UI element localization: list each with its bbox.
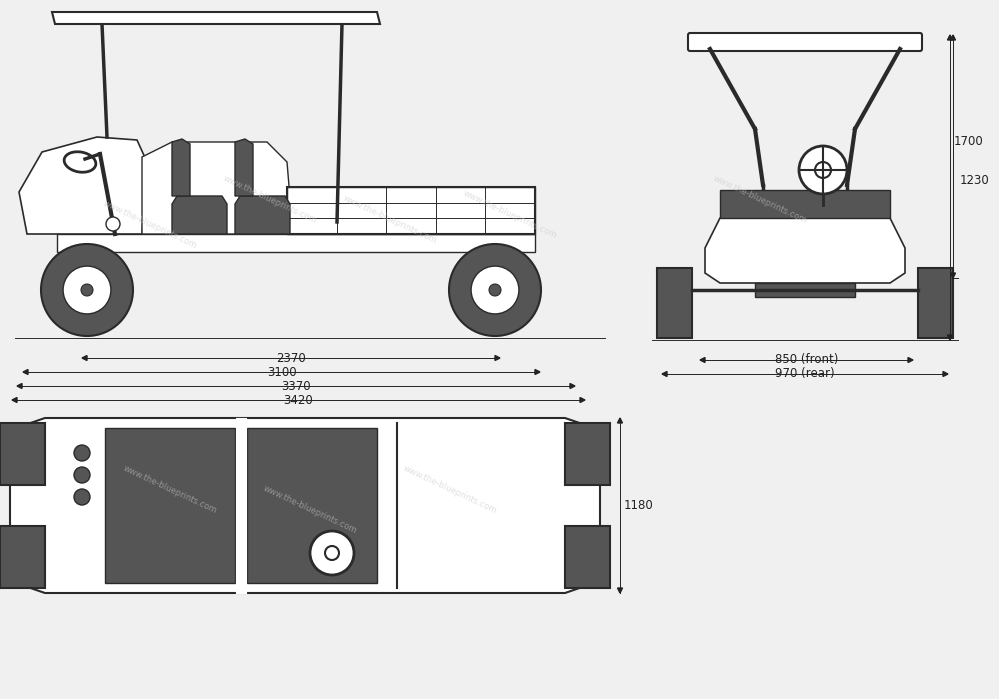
Text: www.the-blueprints.com: www.the-blueprints.com	[402, 464, 499, 516]
Circle shape	[74, 467, 90, 483]
Bar	[105, 428, 235, 583]
Text: 1700: 1700	[954, 135, 984, 148]
Circle shape	[490, 284, 500, 296]
Polygon shape	[662, 371, 667, 377]
Text: 970 (rear): 970 (rear)	[775, 368, 835, 380]
Text: www.the-blueprints.com: www.the-blueprints.com	[711, 174, 808, 226]
Circle shape	[81, 284, 93, 296]
Polygon shape	[235, 196, 290, 234]
Polygon shape	[700, 357, 705, 363]
Bar	[247, 428, 377, 583]
Text: www.the-blueprints.com: www.the-blueprints.com	[102, 199, 199, 251]
Polygon shape	[23, 370, 28, 375]
Text: www.the-blueprints.com: www.the-blueprints.com	[262, 484, 359, 535]
Text: www.the-blueprints.com: www.the-blueprints.com	[122, 464, 219, 516]
Polygon shape	[172, 139, 190, 196]
Circle shape	[449, 244, 541, 336]
Text: 3420: 3420	[284, 394, 314, 407]
Polygon shape	[10, 418, 600, 593]
Polygon shape	[535, 370, 540, 375]
Polygon shape	[142, 142, 292, 234]
Circle shape	[41, 244, 133, 336]
Bar	[720, 190, 890, 218]
Circle shape	[815, 162, 831, 178]
Polygon shape	[947, 35, 952, 40]
Circle shape	[63, 266, 111, 314]
Polygon shape	[52, 12, 380, 24]
Polygon shape	[235, 139, 253, 196]
Bar	[918, 268, 953, 338]
Bar	[657, 268, 692, 338]
Text: www.the-blueprints.com: www.the-blueprints.com	[222, 174, 319, 226]
Circle shape	[472, 266, 518, 314]
Bar	[755, 283, 855, 297]
Polygon shape	[172, 196, 227, 234]
Circle shape	[74, 445, 90, 461]
Text: www.the-blueprints.com: www.the-blueprints.com	[462, 189, 558, 240]
Polygon shape	[19, 137, 147, 234]
Polygon shape	[950, 273, 955, 278]
Polygon shape	[57, 234, 535, 252]
Polygon shape	[617, 418, 622, 423]
Text: 1230: 1230	[960, 174, 990, 187]
Circle shape	[799, 146, 847, 194]
Bar	[565, 423, 610, 485]
Polygon shape	[617, 588, 622, 593]
Polygon shape	[580, 398, 585, 403]
Polygon shape	[82, 356, 87, 361]
Text: 2370: 2370	[276, 352, 306, 364]
Bar	[0, 423, 45, 485]
Circle shape	[106, 217, 120, 231]
Text: 850 (front): 850 (front)	[775, 354, 838, 366]
Text: 3370: 3370	[281, 380, 311, 393]
Polygon shape	[12, 398, 17, 403]
Text: www.the-blueprints.com: www.the-blueprints.com	[342, 194, 439, 246]
Polygon shape	[495, 356, 500, 361]
Bar	[565, 526, 610, 588]
Polygon shape	[950, 35, 955, 40]
Circle shape	[310, 531, 354, 575]
Circle shape	[325, 546, 339, 560]
Circle shape	[74, 489, 90, 505]
Polygon shape	[943, 371, 948, 377]
Text: 3100: 3100	[267, 366, 297, 378]
FancyBboxPatch shape	[688, 33, 922, 51]
Polygon shape	[570, 384, 575, 389]
Polygon shape	[947, 335, 952, 340]
Polygon shape	[17, 384, 22, 389]
Bar	[0, 526, 45, 588]
Text: 1180: 1180	[624, 499, 653, 512]
Polygon shape	[705, 218, 905, 283]
Polygon shape	[908, 357, 913, 363]
Polygon shape	[287, 187, 535, 234]
